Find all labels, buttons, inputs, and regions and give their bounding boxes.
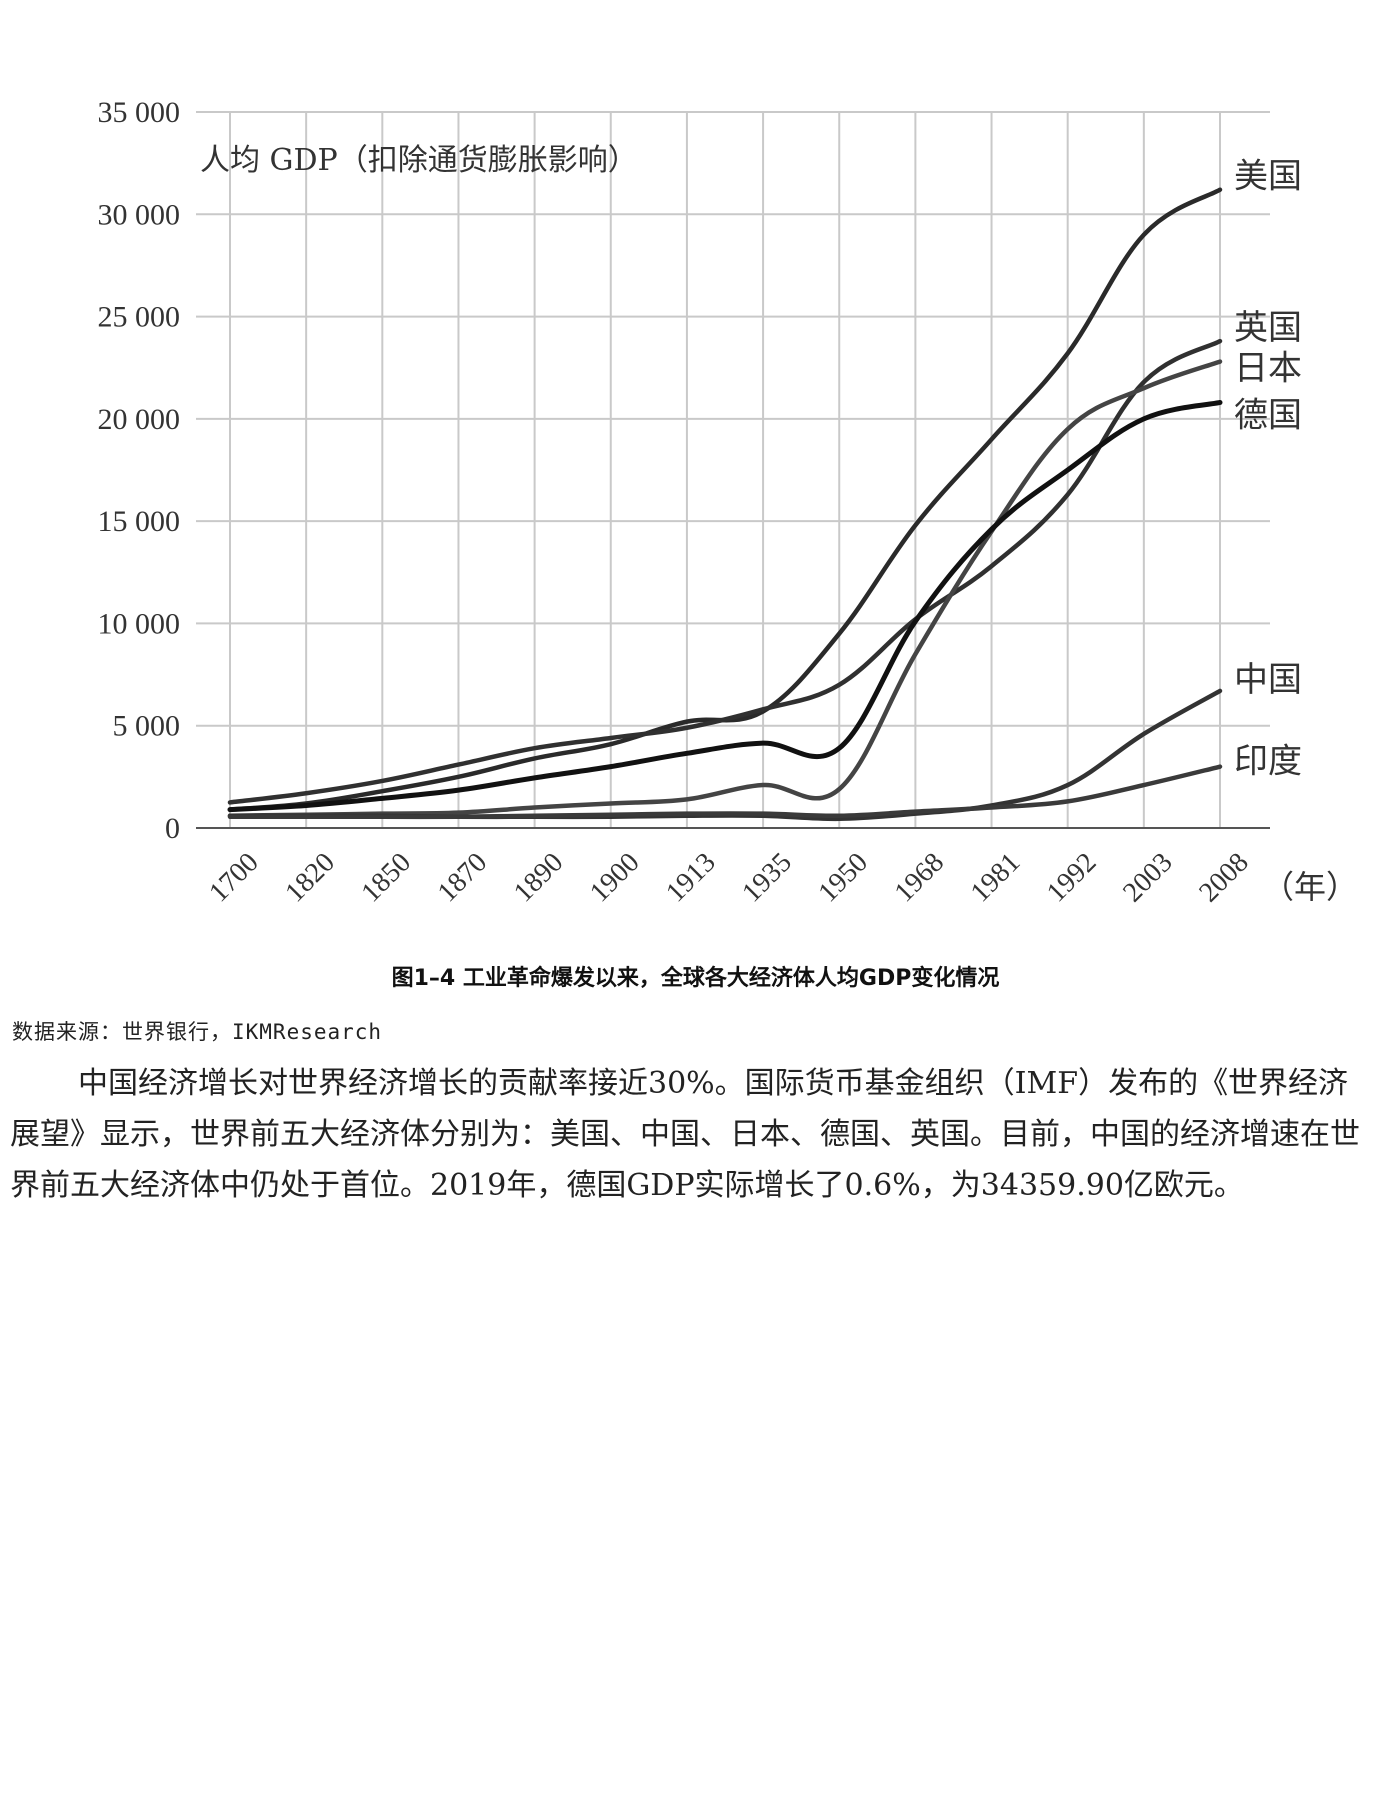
series-label: 德国 xyxy=(1234,395,1302,435)
y-tick-label: 25 000 xyxy=(98,301,181,334)
x-tick-label: 1981 xyxy=(965,847,1027,909)
series-line xyxy=(227,399,1223,813)
y-axis-ticks: 0 5 000 10 000 15 000 20 000 25 000 30 000 35 0… xyxy=(98,96,181,845)
series-line xyxy=(227,338,1223,805)
x-tick-label: 2008 xyxy=(1193,847,1255,909)
x-tick-label: 1900 xyxy=(584,847,646,909)
body-paragraph: 中国经济增长对世界经济增长的贡献率接近30%。国际货币基金组织（IMF）发布的《… xyxy=(10,1066,1360,1203)
y-tick-label: 5 000 xyxy=(113,710,181,743)
x-tick-label: 1850 xyxy=(356,847,418,909)
x-tick-label: 1935 xyxy=(736,847,798,909)
x-tick-label: 1890 xyxy=(508,847,570,909)
grid xyxy=(196,111,1270,828)
x-tick-label: 1870 xyxy=(432,847,494,909)
series-lines xyxy=(227,187,1223,822)
y-tick-label: 15 000 xyxy=(98,505,181,538)
y-tick-label: 10 000 xyxy=(98,607,181,640)
y-tick-label: 30 000 xyxy=(98,198,181,231)
body-text: 中国经济增长对世界经济增长的贡献率接近30%。国际货币基金组织（IMF）发布的《… xyxy=(10,1058,1360,1211)
figure-caption: 图1–4 工业革命爆发以来，全球各大经济体人均GDP变化情况 xyxy=(391,966,1000,991)
gdp-per-capita-line-chart: 0 5 000 10 000 15 000 20 000 25 000 30 000 35 0… xyxy=(98,96,1359,909)
series-label: 中国 xyxy=(1234,660,1302,700)
y-tick-label: 35 000 xyxy=(98,96,181,129)
x-tick-label: 1913 xyxy=(660,847,722,909)
data-source: 数据来源：世界银行，IKMResearch xyxy=(12,1020,383,1044)
series-label: 美国 xyxy=(1234,157,1302,197)
series-line xyxy=(227,359,1223,818)
y-axis-title: 人均 GDP（扣除通货膨胀影响） xyxy=(200,143,638,178)
series-label: 英国 xyxy=(1234,308,1302,348)
series-label: 印度 xyxy=(1234,742,1302,782)
y-tick-label: 20 000 xyxy=(98,403,181,436)
y-tick-label: 0 xyxy=(165,812,180,845)
x-axis-ticks: 1700 1820 1850 1870 1890 1900 1913 1935 1950 1968… xyxy=(203,847,1255,909)
x-tick-label: 1950 xyxy=(813,847,875,909)
x-tick-label: 2003 xyxy=(1117,847,1179,909)
series-line xyxy=(227,187,1223,812)
series-line xyxy=(227,764,1223,820)
x-tick-label: 1992 xyxy=(1041,847,1103,909)
x-tick-label: 1968 xyxy=(889,847,951,909)
x-tick-label: 1700 xyxy=(203,847,265,909)
x-axis-unit: （年） xyxy=(1262,868,1358,906)
series-label: 日本 xyxy=(1234,349,1302,389)
x-tick-label: 1820 xyxy=(279,847,341,909)
